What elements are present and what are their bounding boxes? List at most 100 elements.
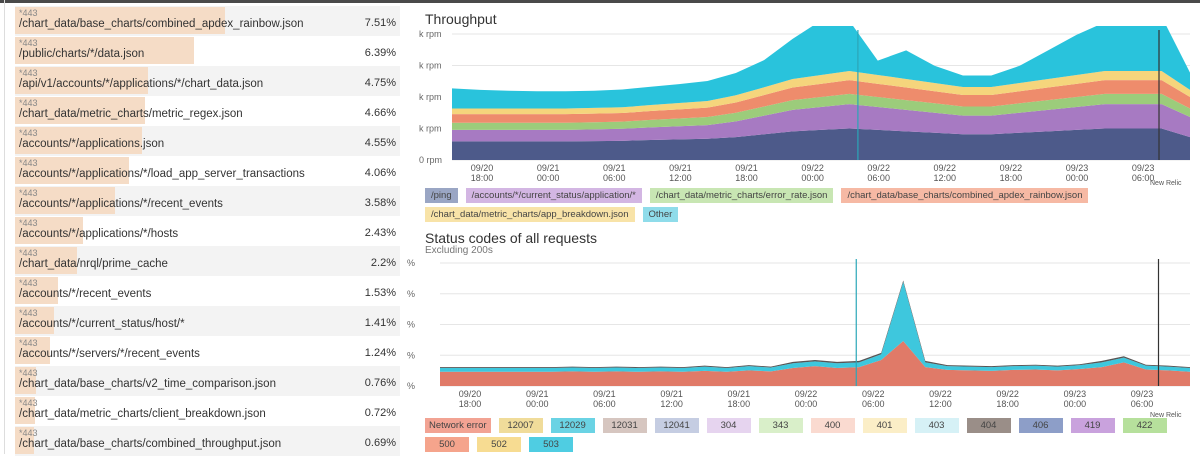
x-tick-time: 06:00 — [593, 399, 616, 409]
legend-item[interactable]: /chart_data/metric_charts/app_breakdown.… — [425, 207, 635, 222]
port-label: *443 — [19, 368, 38, 378]
y-tick-label: % — [407, 289, 415, 299]
share-percent: 4.75% — [364, 77, 396, 89]
transaction-path[interactable]: /accounts/*/recent_events — [19, 288, 152, 300]
transaction-path[interactable]: /accounts/*/applications/*/hosts — [19, 228, 179, 240]
port-label: *443 — [19, 338, 38, 348]
share-bar — [15, 97, 146, 124]
legend-item[interactable]: 500 — [425, 437, 469, 452]
transaction-path[interactable]: /accounts/*/servers/*/recent_events — [19, 348, 200, 360]
list-item[interactable]: *443/accounts/*/applications/*/load_app_… — [15, 156, 400, 186]
legend-item[interactable]: 419 — [1070, 418, 1115, 433]
x-tick-date: 09/22 — [934, 163, 957, 173]
legend-item[interactable]: 401 — [862, 418, 907, 433]
x-tick-time: 18:00 — [996, 399, 1019, 409]
legend-item[interactable]: 304 — [706, 418, 751, 433]
legend-item[interactable]: 422 — [1122, 418, 1167, 433]
x-tick-date: 09/23 — [1066, 163, 1089, 173]
port-label: *443 — [19, 398, 38, 408]
transaction-path[interactable]: /chart_data/metric_charts/client_breakdo… — [19, 408, 266, 420]
list-item[interactable]: *443/public/charts/*/data.json 6.39% — [15, 36, 400, 66]
list-item[interactable]: *443/chart_data/metric_charts/metric_reg… — [15, 96, 400, 126]
share-percent: 0.69% — [364, 437, 396, 449]
series-area[interactable] — [452, 93, 1190, 130]
share-percent: 1.53% — [364, 287, 396, 299]
y-tick-label: k rpm — [419, 124, 442, 134]
transaction-path[interactable]: /chart_data/base_charts/v2_time_comparis… — [19, 378, 276, 390]
legend-item[interactable]: 400 — [810, 418, 855, 433]
legend-item[interactable]: /accounts/*/current_status/application/* — [465, 188, 642, 203]
x-tick-date: 09/22 — [996, 389, 1019, 399]
series-area[interactable] — [452, 128, 1190, 161]
y-tick-label: % — [407, 320, 415, 330]
list-item[interactable]: *443/accounts/*/recent_events 1.53% — [15, 276, 400, 306]
legend-item[interactable]: 12007 — [498, 418, 543, 433]
transaction-path[interactable]: /api/v1/accounts/*/applications/*/chart_… — [19, 78, 264, 90]
list-item[interactable]: *443/accounts/*/servers/*/recent_events 1… — [15, 336, 400, 366]
legend-item[interactable]: Network error — [425, 418, 491, 433]
list-item[interactable]: *443/api/v1/accounts/*/applications/*/ch… — [15, 66, 400, 96]
x-tick-date: 09/22 — [929, 389, 952, 399]
list-item[interactable]: *443/chart_data/metric_charts/client_bre… — [15, 396, 400, 426]
list-item[interactable]: *443/chart_data/base_charts/combined_thr… — [15, 426, 400, 456]
y-tick-label: k rpm — [419, 92, 442, 102]
series-area[interactable] — [440, 280, 1190, 369]
legend-item[interactable]: 503 — [529, 437, 573, 452]
legend-item[interactable]: 12029 — [550, 418, 595, 433]
series-area[interactable] — [452, 26, 1190, 109]
legend-item[interactable]: 343 — [758, 418, 803, 433]
share-percent: 2.2% — [370, 257, 396, 269]
legend-item[interactable]: 12031 — [602, 418, 647, 433]
share-bar — [15, 7, 225, 34]
series-area[interactable] — [440, 341, 1190, 386]
share-bar — [15, 37, 194, 64]
series-area[interactable] — [452, 104, 1190, 142]
legend-item[interactable]: /chart_data/base_charts/combined_apdex_r… — [841, 188, 1089, 203]
share-percent: 4.55% — [364, 137, 396, 149]
status-chart[interactable]: %%%%%09/2018:0009/2100:0009/2106:0009/21… — [405, 256, 1200, 416]
port-label: *443 — [19, 428, 38, 438]
legend-item[interactable]: /ping — [425, 188, 458, 203]
legend-item[interactable]: Other — [642, 207, 679, 222]
series-area[interactable] — [440, 281, 1190, 372]
x-tick-time: 06:00 — [862, 399, 885, 409]
share-bar — [15, 217, 83, 244]
status-subtitle: Excluding 200s — [425, 245, 493, 256]
transaction-path[interactable]: /accounts/*/applications/*/load_app_serv… — [19, 168, 305, 180]
list-item[interactable]: *443/accounts/*/current_status/host/* 1.4… — [15, 306, 400, 336]
legend-item[interactable]: 12041 — [654, 418, 699, 433]
status-title: Status codes of all requests — [425, 230, 597, 246]
x-tick-time: 00:00 — [526, 399, 549, 409]
list-item[interactable]: *443/accounts/*/applications/*/hosts 2.43… — [15, 216, 400, 246]
legend-item[interactable]: 404 — [966, 418, 1011, 433]
transaction-path[interactable]: /public/charts/*/data.json — [19, 48, 145, 60]
x-tick-date: 09/22 — [1000, 163, 1023, 173]
x-tick-date: 09/21 — [669, 163, 692, 173]
share-percent: 4.06% — [364, 167, 396, 179]
x-tick-time: 12:00 — [669, 173, 692, 183]
legend-item[interactable]: 403 — [914, 418, 959, 433]
series-area[interactable] — [452, 80, 1190, 123]
transaction-path[interactable]: /chart_data/metric_charts/metric_regex.j… — [19, 108, 243, 120]
transaction-path[interactable]: /accounts/*/current_status/host/* — [19, 318, 185, 330]
list-item[interactable]: *443/chart_data/nrql/prime_cache 2.2% — [15, 246, 400, 276]
transaction-path[interactable]: /accounts/*/applications.json — [19, 138, 165, 150]
share-bar — [15, 247, 77, 274]
list-item[interactable]: *443/chart_data/base_charts/combined_apd… — [15, 6, 400, 36]
x-tick-date: 09/23 — [1132, 163, 1155, 173]
transaction-path[interactable]: /chart_data/nrql/prime_cache — [19, 258, 168, 270]
legend-item[interactable]: 406 — [1018, 418, 1063, 433]
series-area[interactable] — [452, 70, 1190, 115]
port-label: *443 — [19, 158, 38, 168]
x-tick-time: 06:00 — [603, 173, 626, 183]
legend-item[interactable]: 502 — [477, 437, 521, 452]
transaction-path[interactable]: /accounts/*/applications/*/recent_events — [19, 198, 223, 210]
share-bar — [15, 277, 58, 304]
list-item[interactable]: *443/chart_data/base_charts/v2_time_comp… — [15, 366, 400, 396]
list-item[interactable]: *443/accounts/*/applications/*/recent_ev… — [15, 186, 400, 216]
transaction-path[interactable]: /chart_data/base_charts/combined_through… — [19, 438, 282, 450]
list-item[interactable]: *443/accounts/*/applications.json 4.55% — [15, 126, 400, 156]
legend-item[interactable]: /chart_data/metric_charts/error_rate.jso… — [649, 188, 834, 203]
transaction-path[interactable]: /chart_data/base_charts/combined_apdex_r… — [19, 18, 304, 30]
